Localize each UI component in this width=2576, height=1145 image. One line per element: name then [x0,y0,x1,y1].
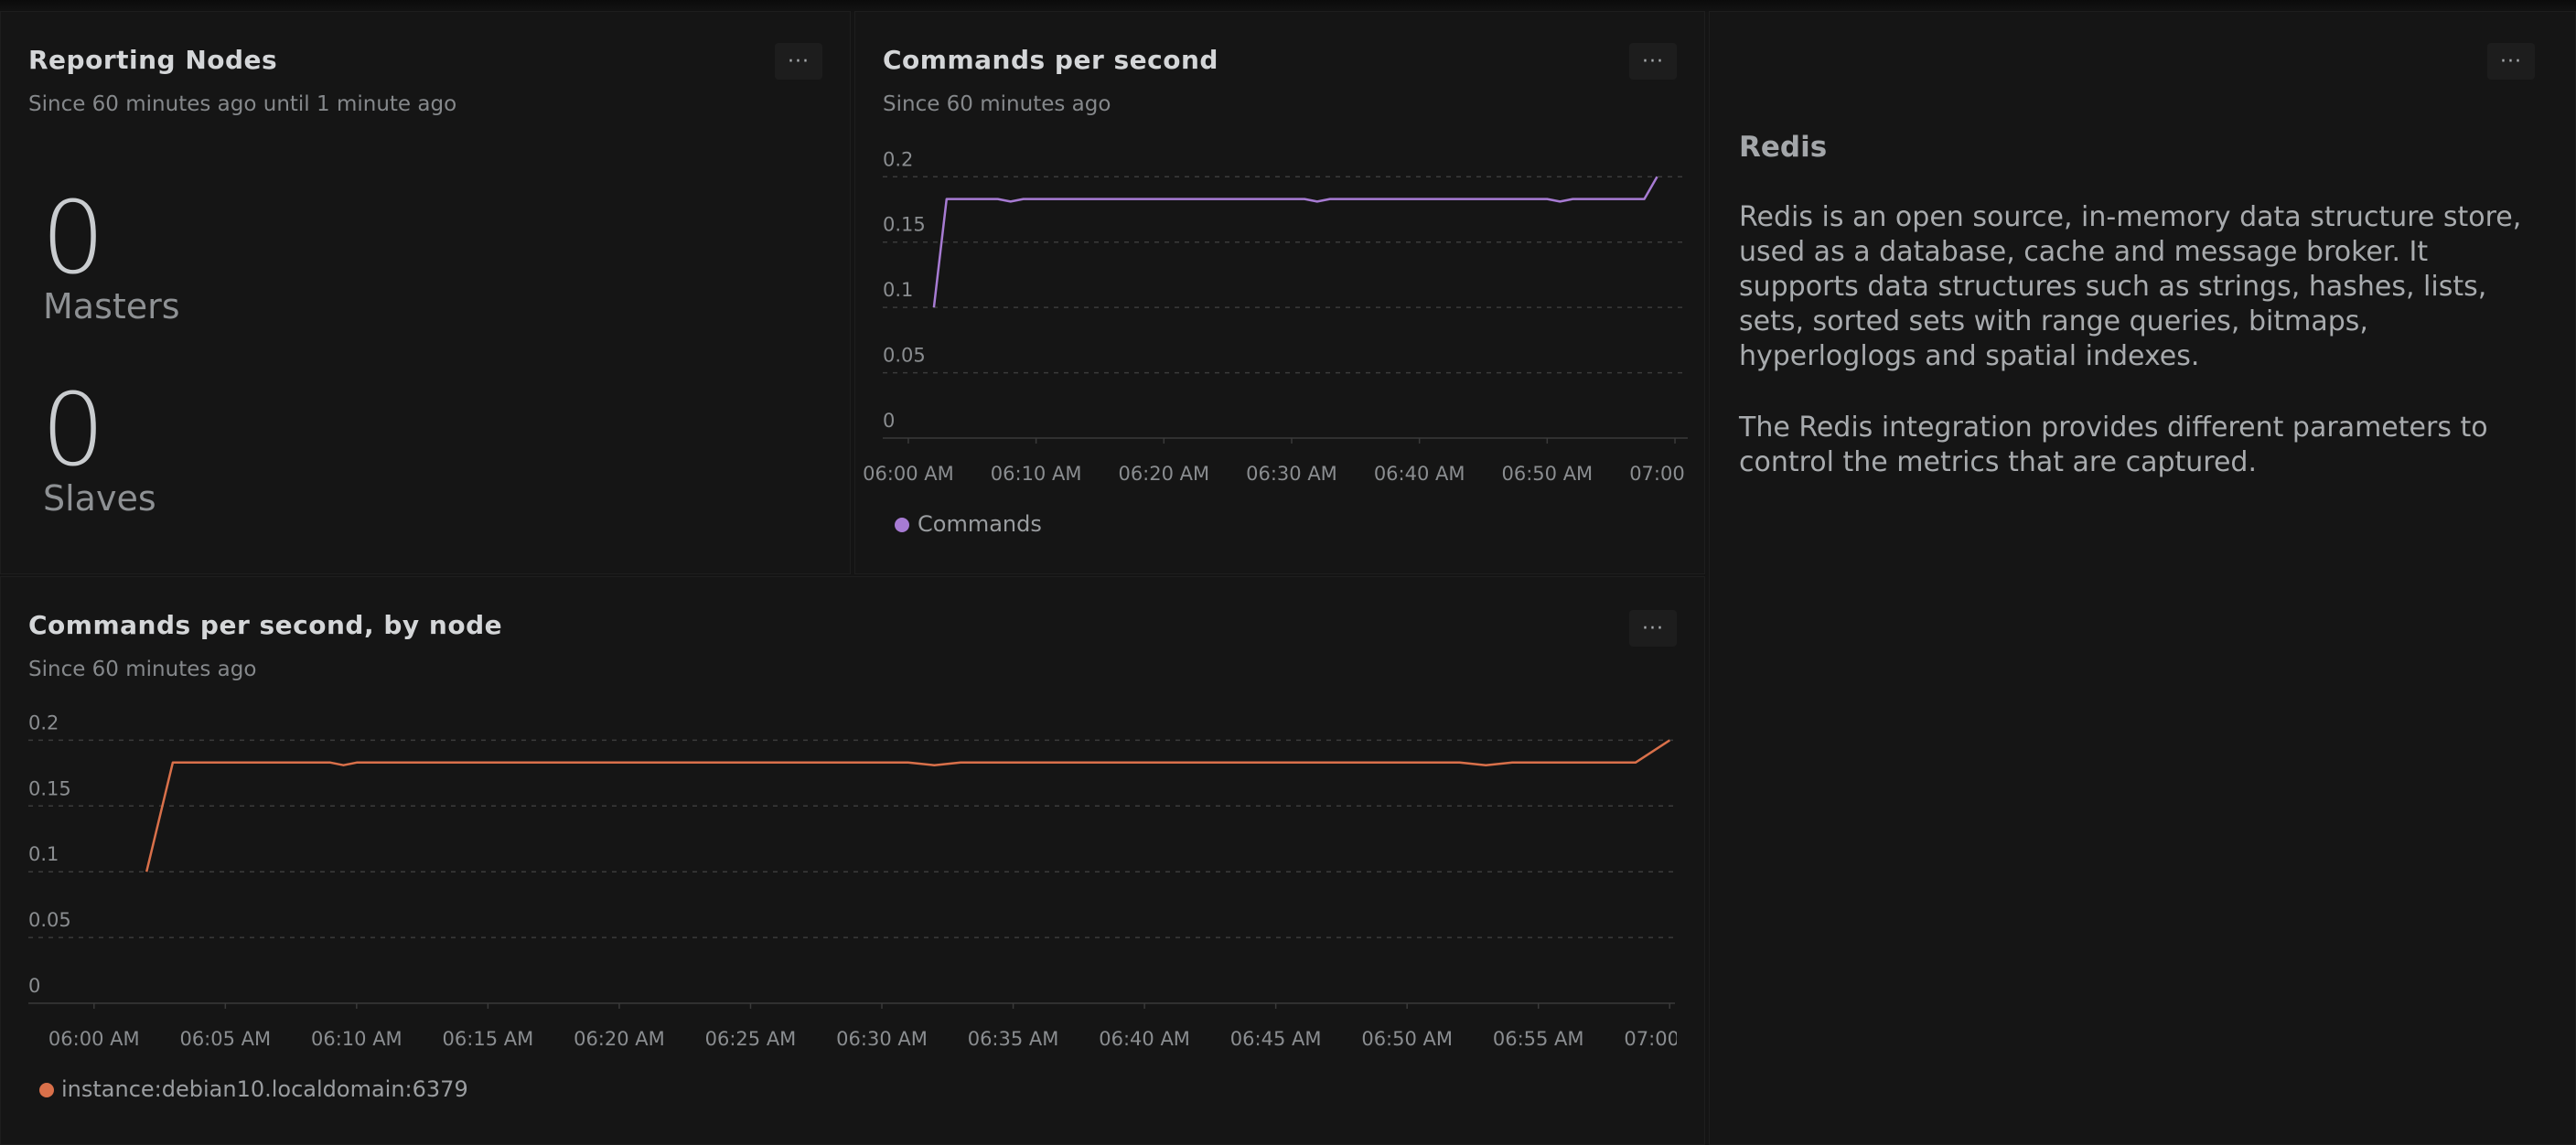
commands-line-chart: 0 0.05 0.1 0.15 0.2 06:00 AM 06:10 AM 06:20 AM 0… [863,149,1706,485]
slaves-label: Slaves [43,478,156,519]
panel-menu-button[interactable]: ··· [1629,43,1677,80]
y-tick-label: 0 [28,975,40,997]
panel-menu-button[interactable]: ··· [775,43,822,80]
x-tick-label: 06:50 AM [1502,463,1594,485]
legend-dot [895,518,909,532]
panel-subtitle: Since 60 minutes ago [28,658,257,681]
x-tick-label: 06:40 AM [1099,1028,1190,1050]
y-tick-label: 0 [883,410,895,432]
x-tick-label: 06:30 AM [1246,463,1337,485]
commands-per-second-panel: Commands per second Since 60 minutes ago… [854,11,1705,574]
redis-description-text: Redis is an open source, in-memory data … [1739,201,2522,372]
redis-heading: Redis [1739,131,1828,164]
panel-subtitle: Since 60 minutes ago until 1 minute ago [28,92,457,116]
commands-by-node-panel: Commands per second, by node Since 60 mi… [0,576,1705,1145]
y-tick-label: 0.2 [28,712,59,733]
y-tick-label: 0.05 [28,909,71,931]
x-tick-label: 07:00 AM [1624,1028,1706,1050]
series-line[interactable] [932,176,1658,308]
legend-label[interactable]: Commands [918,511,1042,537]
series-line[interactable] [145,739,1670,872]
x-tick-label: 06:20 AM [1118,463,1209,485]
x-tick-label: 06:25 AM [705,1028,797,1050]
y-tick-label: 0.1 [28,843,59,865]
panel-title: Commands per second [883,45,1218,75]
x-tick-label: 06:15 AM [443,1028,534,1050]
x-tick-label: 06:00 AM [863,463,954,485]
legend-label[interactable]: instance:debian10.localdomain:6379 [61,1076,468,1102]
slaves-count: 0 [41,371,105,488]
x-tick-label: 07:00 AM [1629,463,1706,485]
panel-title: Commands per second, by node [28,610,503,640]
masters-label: Masters [43,286,180,326]
x-tick-label: 06:10 AM [991,463,1082,485]
panel-subtitle: Since 60 minutes ago [883,92,1111,116]
commands-by-node-line-chart: 0 0.05 0.1 0.15 0.2 06:00 AM 06:05 AM 06:10 AM 0… [28,712,1706,1050]
reporting-nodes-panel: Reporting Nodes Since 60 minutes ago unt… [0,11,851,574]
panel-title: Reporting Nodes [28,45,278,75]
y-tick-label: 0.15 [883,214,926,236]
panel-menu-button[interactable]: ··· [2487,43,2535,80]
redis-integration-text: The Redis integration provides different… [1739,412,2488,478]
x-tick-label: 06:45 AM [1230,1028,1322,1050]
y-tick-label: 0.15 [28,777,71,799]
masters-count: 0 [41,179,105,296]
x-tick-label: 06:05 AM [179,1028,271,1050]
x-tick-label: 06:35 AM [968,1028,1059,1050]
legend-dot [39,1083,54,1097]
x-tick-label: 06:30 AM [836,1028,928,1050]
x-tick-label: 06:50 AM [1361,1028,1453,1050]
y-tick-label: 0.2 [883,149,913,170]
x-tick-label: 06:40 AM [1374,463,1465,485]
y-tick-label: 0.05 [883,345,926,367]
x-tick-label: 06:20 AM [574,1028,665,1050]
x-tick-label: 06:55 AM [1493,1028,1584,1050]
y-tick-label: 0.1 [883,279,913,301]
panel-menu-button[interactable]: ··· [1629,610,1677,647]
redis-description-panel: ··· Redis Redis is an open source, in-me… [1709,11,2576,1145]
x-tick-label: 06:00 AM [48,1028,140,1050]
x-tick-label: 06:10 AM [311,1028,402,1050]
